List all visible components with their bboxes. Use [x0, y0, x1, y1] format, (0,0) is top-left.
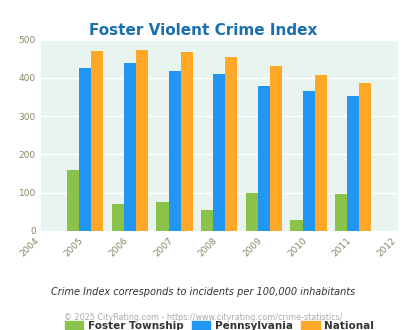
Bar: [124, 63, 136, 231]
Bar: [257, 85, 269, 231]
Text: Crime Index corresponds to incidents per 100,000 inhabitants: Crime Index corresponds to incidents per…: [51, 287, 354, 297]
Bar: [358, 83, 371, 231]
Bar: [180, 52, 192, 231]
Bar: [200, 210, 213, 231]
Bar: [302, 91, 314, 231]
Bar: [136, 50, 148, 231]
Bar: [334, 194, 346, 231]
Bar: [111, 204, 124, 231]
Bar: [346, 96, 358, 231]
Bar: [290, 220, 302, 231]
Bar: [269, 66, 281, 231]
Bar: [156, 202, 168, 231]
Legend: Foster Township, Pennsylvania, National: Foster Township, Pennsylvania, National: [60, 316, 377, 330]
Bar: [168, 71, 180, 231]
Bar: [213, 74, 225, 231]
Bar: [225, 57, 237, 231]
Bar: [245, 193, 257, 231]
Text: © 2025 CityRating.com - https://www.cityrating.com/crime-statistics/: © 2025 CityRating.com - https://www.city…: [64, 313, 341, 322]
Text: Foster Violent Crime Index: Foster Violent Crime Index: [89, 23, 316, 38]
Bar: [91, 51, 103, 231]
Bar: [79, 68, 91, 231]
Bar: [314, 75, 326, 231]
Bar: [67, 170, 79, 231]
